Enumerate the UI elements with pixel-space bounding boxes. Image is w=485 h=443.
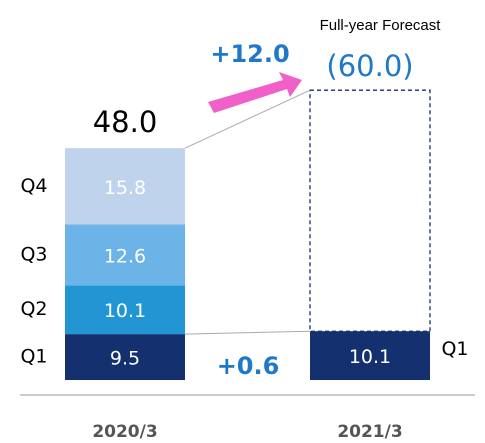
connector: [184, 89, 311, 149]
value-label: 10.1: [349, 346, 391, 368]
series-label: Q1: [441, 338, 468, 360]
x-tick-label: 2021/3: [337, 422, 402, 442]
total-label: 48.0: [93, 105, 158, 139]
x-tick-label: 2020/3: [92, 422, 157, 442]
increase-arrow: [208, 72, 302, 113]
bar-segment: [65, 224, 185, 286]
value-label: 9.5: [110, 348, 140, 370]
series-label: Q2: [20, 298, 47, 320]
q1-change: +0.6: [217, 352, 280, 380]
series-label: Q4: [20, 175, 47, 197]
value-label: 12.6: [104, 245, 146, 267]
series-label: Q3: [20, 243, 47, 265]
chart-title: Full-year Forecast: [320, 17, 442, 34]
value-label: 15.8: [104, 177, 146, 199]
connector: [184, 330, 311, 335]
bar-segment: [65, 148, 185, 225]
forecast-label: (60.0): [326, 49, 413, 83]
forecast-box: [309, 89, 431, 332]
bar-segment: [65, 285, 185, 335]
total-change: +12.0: [210, 40, 289, 68]
series-label: Q1: [20, 346, 47, 368]
value-label: 10.1: [104, 300, 146, 322]
bar-segment: [65, 334, 185, 380]
bar-segment: [310, 331, 430, 380]
